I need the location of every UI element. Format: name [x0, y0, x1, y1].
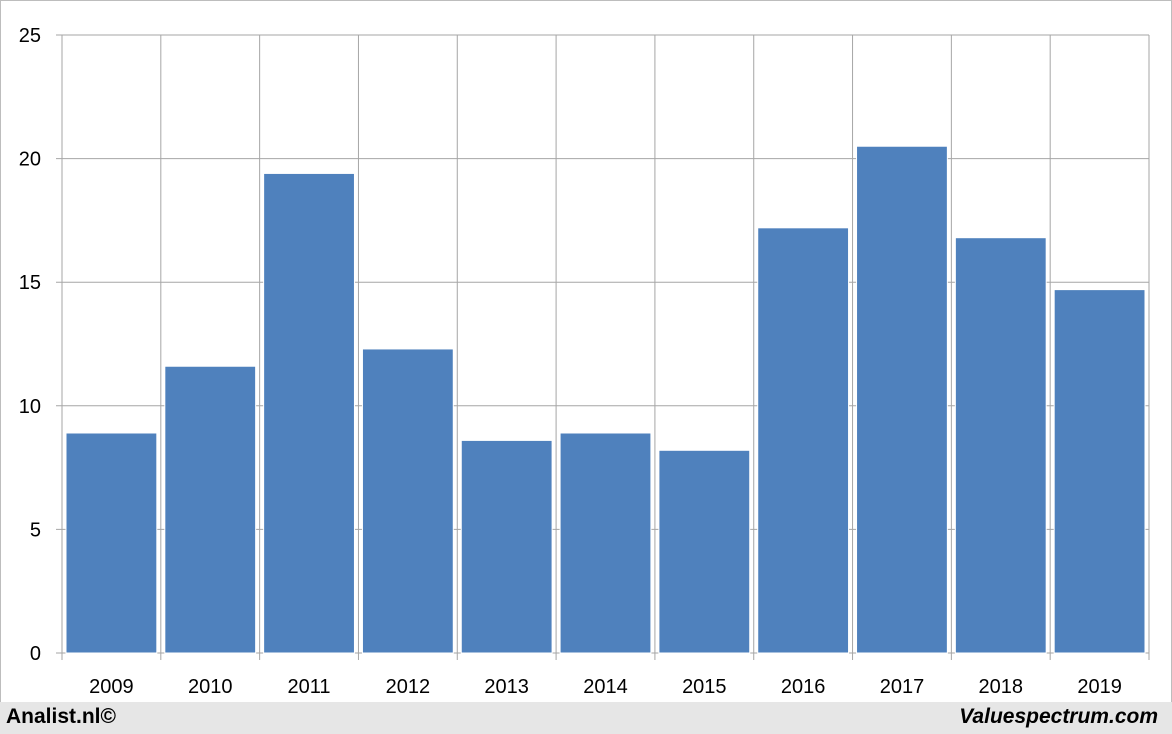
x-tick-label: 2017: [880, 676, 925, 698]
bar-2017: [856, 145, 948, 654]
footer-bar: Analist.nl© Valuespectrum.com: [0, 702, 1172, 734]
y-tick-labels: 0 5 10 15 20 25: [19, 25, 41, 665]
x-tick-label: 2011: [288, 676, 331, 698]
bars: [65, 145, 1146, 654]
x-tick-label: 2015: [682, 676, 727, 698]
bar-2015: [658, 449, 751, 654]
x-tick-labels: 2009 2010 2011 2012 2013 2014 2015 2016 2017 2018…: [89, 676, 1122, 698]
y-tick-label: 15: [19, 272, 41, 294]
bar-2018: [954, 237, 1047, 654]
x-tick-label: 2014: [583, 676, 628, 698]
x-tick-label: 2012: [386, 676, 431, 698]
bar-2014: [559, 432, 652, 654]
bar-2012: [361, 348, 454, 654]
bar-2011: [263, 172, 355, 654]
bar-2013: [460, 439, 553, 654]
x-tick-label: 2013: [484, 676, 529, 698]
x-tick-label: 2019: [1077, 676, 1122, 698]
grid-lines: [56, 34, 1150, 660]
bar-2010: [164, 365, 257, 654]
y-tick-label: 25: [19, 25, 41, 47]
y-tick-label: 20: [19, 149, 41, 171]
x-tick-label: 2010: [188, 676, 233, 698]
bar-2009: [65, 432, 158, 654]
y-tick-label: 10: [19, 396, 41, 418]
x-tick-label: 2016: [781, 676, 826, 698]
y-tick-label: 0: [30, 643, 41, 665]
y-tick-label: 5: [30, 519, 41, 541]
x-tick-label: 2009: [89, 676, 134, 698]
bar-2016: [757, 227, 850, 654]
footer-source-left: Analist.nl©: [6, 705, 116, 728]
x-tick-label: 2018: [979, 676, 1024, 698]
footer-source-right: Valuespectrum.com: [959, 705, 1158, 728]
bar-2019: [1053, 289, 1146, 654]
